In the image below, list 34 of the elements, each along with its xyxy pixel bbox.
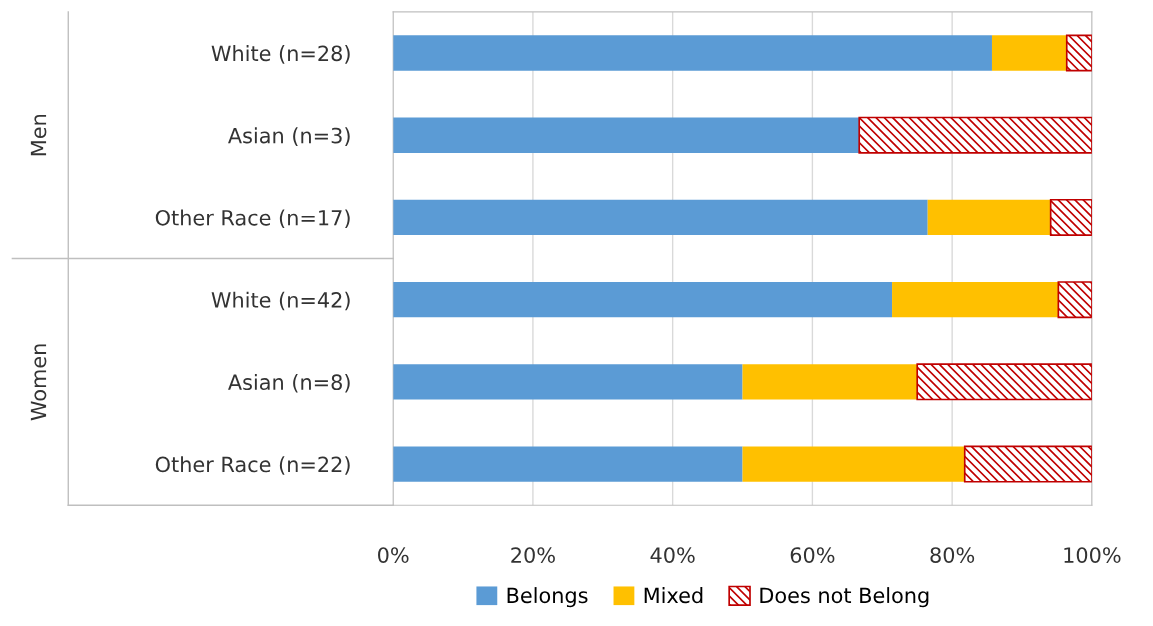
bar <box>991 35 1067 71</box>
bar <box>916 363 1092 401</box>
y-tick-label: Other Race (n=17) <box>155 209 350 229</box>
y-tick-label: White (n=42) <box>211 291 350 311</box>
bar <box>742 446 965 482</box>
y-tick-label: Other Race (n=22) <box>155 456 350 475</box>
bar <box>393 364 743 400</box>
x-tick-label: 40% <box>650 547 695 563</box>
bar <box>393 281 893 318</box>
bar <box>858 116 1092 154</box>
legend-label: Mixed <box>644 587 703 604</box>
bar <box>1065 34 1092 72</box>
bar <box>1057 281 1092 319</box>
bar <box>393 446 743 482</box>
x-tick-label: 60% <box>790 547 835 563</box>
y-tick-label: Asian (n=8) <box>228 373 350 393</box>
text: Women <box>30 344 47 421</box>
bar <box>1049 198 1092 236</box>
legend-label: Belongs <box>507 587 588 608</box>
bar <box>393 35 992 71</box>
bar <box>393 117 860 153</box>
bar <box>963 445 1092 483</box>
x-tick-label: 80% <box>930 547 975 563</box>
x-tick-label: 100% <box>1064 547 1121 563</box>
x-tick-label: 0% <box>378 547 409 563</box>
text: Men <box>30 114 47 156</box>
bar <box>742 364 918 400</box>
bar <box>927 199 1051 236</box>
x-tick-label: 20% <box>511 547 555 563</box>
legend-label: Does not Belong <box>760 587 929 608</box>
bar <box>892 281 1059 318</box>
y-tick-label: White (n=28) <box>211 45 350 64</box>
y-tick-label: Asian (n=3) <box>228 127 350 146</box>
bar <box>393 199 928 236</box>
